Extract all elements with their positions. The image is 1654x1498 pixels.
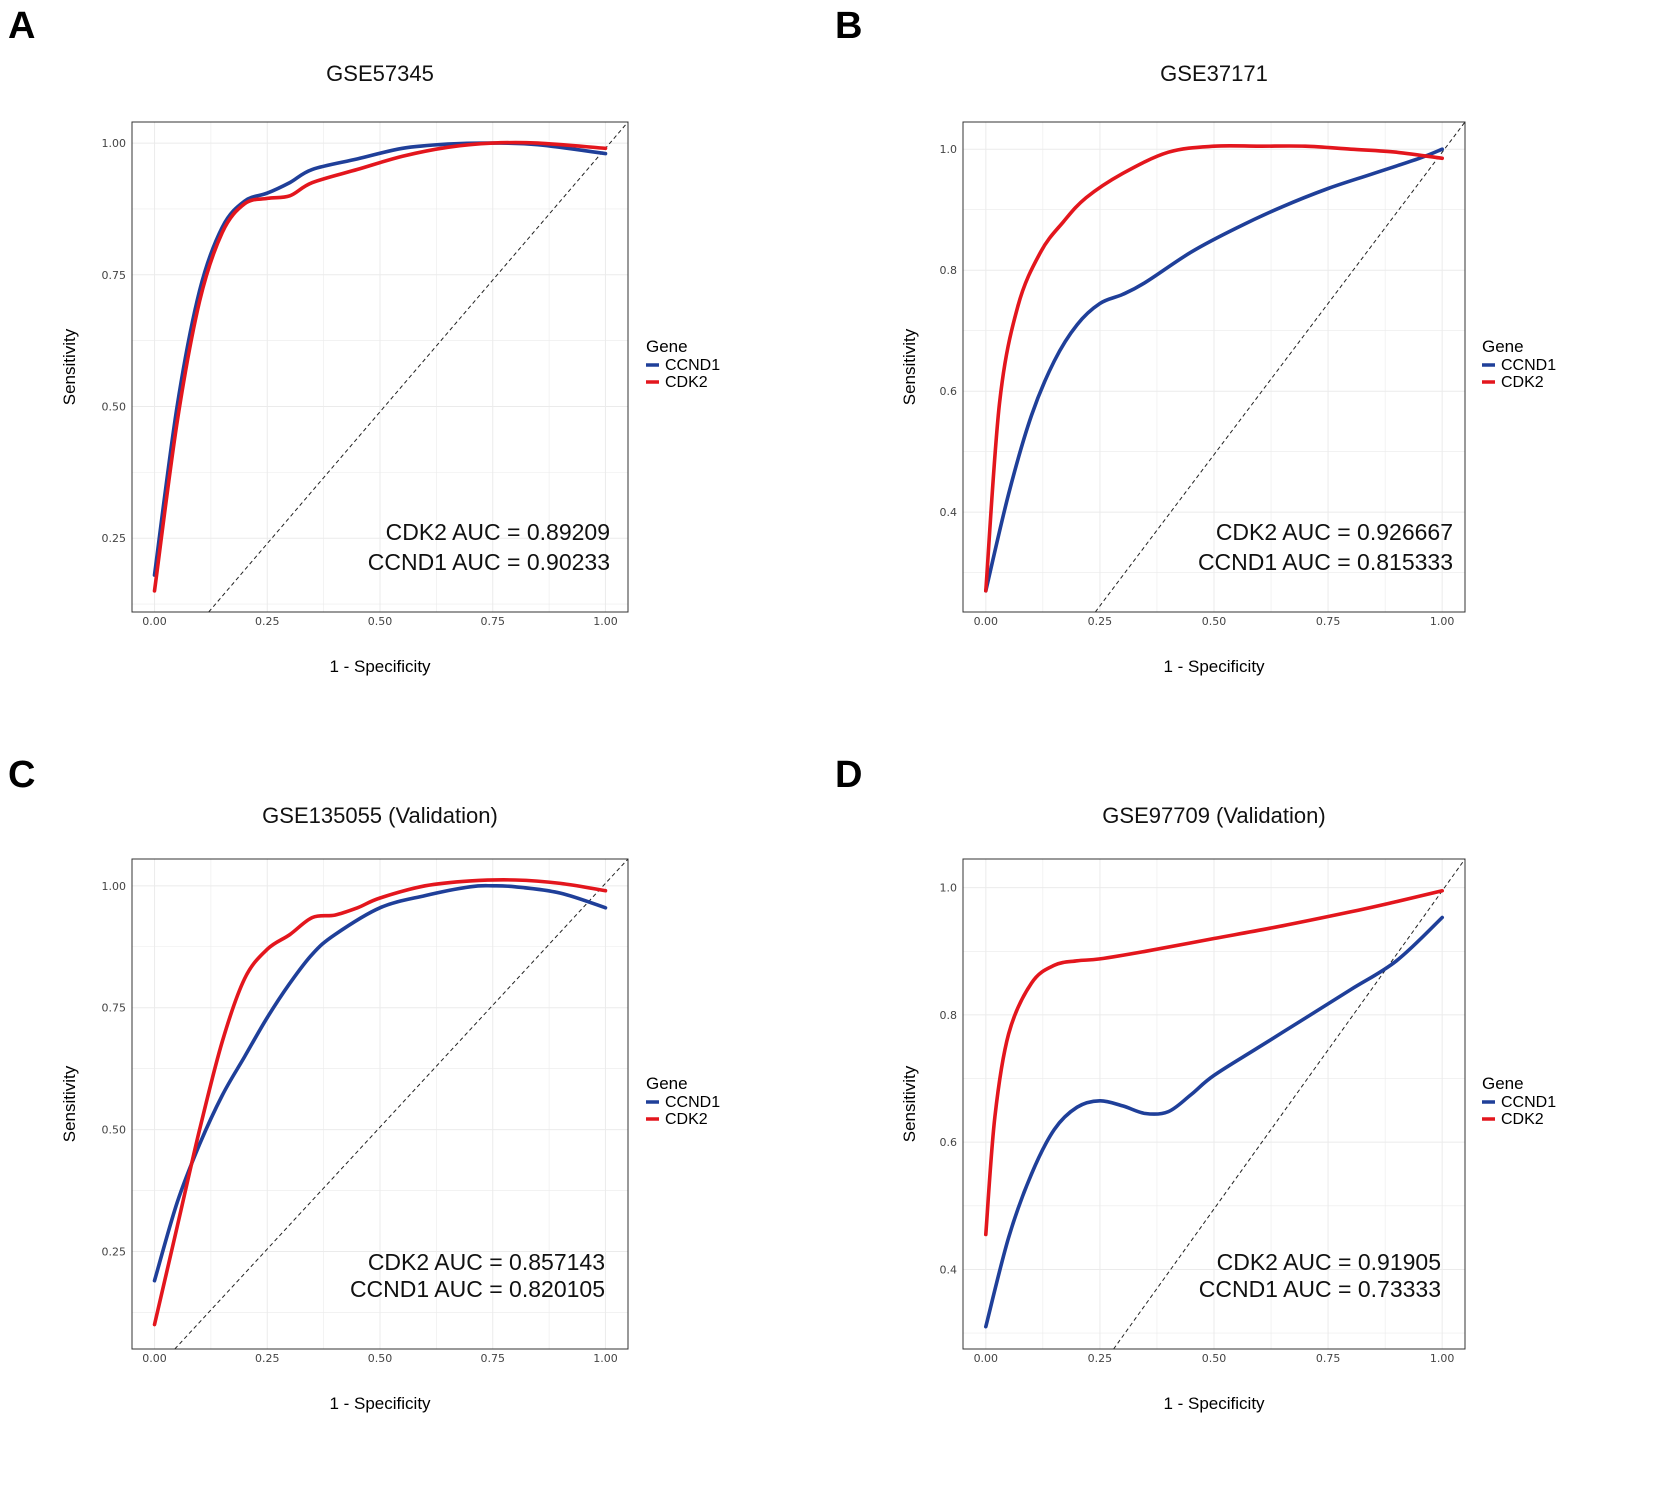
x-tick-label: 0.00 <box>142 1352 167 1365</box>
legend-title: Gene <box>1482 337 1524 356</box>
x-tick-label: 1.00 <box>593 615 618 628</box>
roc-chart-b: B GSE37171 0.00 0.25 0.50 0.75 1.00 0.4 0.6 0.8 1.… <box>835 5 1556 676</box>
auc-annotation-cdk2: CDK2 AUC = 0.89209 <box>386 519 610 545</box>
roc-chart-a: A GSE57345 0.00 0.25 0.50 0.75 1.00 0.25 0.50 0.7… <box>8 5 720 676</box>
y-tick-label: 0.8 <box>940 1009 958 1022</box>
y-tick-label: 1.00 <box>102 880 127 893</box>
x-tick-label: 0.75 <box>480 1352 505 1365</box>
y-tick-label: 0.6 <box>940 385 958 398</box>
chart-title: GSE57345 <box>326 61 434 86</box>
x-tick-label: 0.75 <box>1316 1352 1341 1365</box>
y-tick-label: 0.75 <box>102 269 127 282</box>
x-tick-label: 0.00 <box>974 1352 999 1365</box>
y-axis-label: Sensitivity <box>900 328 919 405</box>
y-axis-label: Sensitivity <box>60 1065 79 1142</box>
y-tick-label: 1.0 <box>940 143 958 156</box>
x-tick-label: 0.00 <box>974 615 999 628</box>
auc-annotation-cdk2: CDK2 AUC = 0.91905 <box>1217 1249 1441 1275</box>
x-tick-label: 0.00 <box>142 615 167 628</box>
auc-annotation-ccnd1: CCND1 AUC = 0.90233 <box>368 549 610 575</box>
chart-title: GSE135055 (Validation) <box>262 803 498 828</box>
legend-title: Gene <box>646 337 688 356</box>
y-tick-label: 1.0 <box>940 882 958 895</box>
diagonal-reference-line <box>1113 859 1465 1349</box>
roc-curve-cdk2 <box>984 889 1444 1237</box>
x-tick-label: 0.75 <box>1316 615 1341 628</box>
x-tick-label: 1.00 <box>1430 1352 1455 1365</box>
y-tick-label: 0.50 <box>102 1124 127 1137</box>
x-tick-label: 0.25 <box>1088 1352 1113 1365</box>
legend-label-ccnd1: CCND1 <box>665 1094 720 1111</box>
x-axis-label: 1 - Specificity <box>1163 1394 1265 1413</box>
y-tick-label: 0.25 <box>102 532 127 545</box>
roc-curve-ccnd1 <box>984 915 1444 1329</box>
panel-letter: D <box>835 754 862 796</box>
x-tick-label: 0.50 <box>1202 615 1227 628</box>
auc-annotation-ccnd1: CCND1 AUC = 0.73333 <box>1199 1276 1441 1302</box>
roc-chart-d: D GSE97709 (Validation) 0.00 0.25 0.50 0.75 1.… <box>835 754 1556 1413</box>
legend-label-ccnd1: CCND1 <box>1501 1094 1556 1111</box>
roc-curve-cdk2 <box>984 143 1444 593</box>
x-tick-label: 0.25 <box>255 615 280 628</box>
y-tick-label: 0.75 <box>102 1002 127 1015</box>
x-axis-label: 1 - Specificity <box>329 1394 431 1413</box>
plot-border <box>962 858 1466 1350</box>
panel-d: D GSE97709 (Validation) 0.00 0.25 0.50 0.75 1.… <box>827 749 1654 1498</box>
x-tick-label: 0.75 <box>480 615 505 628</box>
panel-letter: C <box>8 754 35 796</box>
auc-annotation-cdk2: CDK2 AUC = 0.857143 <box>368 1249 605 1275</box>
auc-annotation-ccnd1: CCND1 AUC = 0.820105 <box>350 1276 605 1302</box>
panel-a: A GSE57345 0.00 0.25 0.50 0.75 1.00 0.25 0.50 0.7… <box>0 0 827 749</box>
legend-label-cdk2: CDK2 <box>665 374 708 391</box>
diagonal-reference-line <box>208 122 628 612</box>
panel-letter: A <box>8 5 35 47</box>
y-tick-label: 0.4 <box>940 506 958 519</box>
roc-curve-ccnd1 <box>152 883 608 1283</box>
chart-title: GSE97709 (Validation) <box>1102 803 1325 828</box>
auc-annotation-cdk2: CDK2 AUC = 0.926667 <box>1216 519 1453 545</box>
x-tick-label: 0.50 <box>368 615 393 628</box>
legend-label-cdk2: CDK2 <box>1501 1111 1544 1128</box>
y-tick-label: 0.6 <box>940 1136 958 1149</box>
roc-curve-cdk2 <box>152 878 608 1327</box>
auc-annotation-ccnd1: CCND1 AUC = 0.815333 <box>1198 549 1453 575</box>
y-tick-label: 1.00 <box>102 137 127 150</box>
x-tick-label: 1.00 <box>1430 615 1455 628</box>
panel-b: B GSE37171 0.00 0.25 0.50 0.75 1.00 0.4 0.6 0.8 1.… <box>827 0 1654 749</box>
roc-curve-cdk2 <box>152 140 608 593</box>
y-tick-label: 0.8 <box>940 264 958 277</box>
x-tick-label: 0.25 <box>1088 615 1113 628</box>
legend-title: Gene <box>646 1074 688 1093</box>
x-tick-label: 0.50 <box>368 1352 393 1365</box>
plot-border <box>962 121 1466 613</box>
y-axis-label: Sensitivity <box>900 1065 919 1142</box>
y-axis-label: Sensitivity <box>60 328 79 405</box>
diagonal-reference-line <box>1094 122 1465 612</box>
legend-label-cdk2: CDK2 <box>665 1111 708 1128</box>
y-tick-label: 0.50 <box>102 401 127 414</box>
plot-border <box>131 858 629 1350</box>
diagonal-reference-line <box>174 859 628 1349</box>
legend-label-ccnd1: CCND1 <box>665 357 720 374</box>
legend-title: Gene <box>1482 1074 1524 1093</box>
plot-border <box>131 121 629 613</box>
panel-letter: B <box>835 5 862 47</box>
y-tick-label: 0.4 <box>940 1263 958 1276</box>
roc-chart-c: C GSE135055 (Validation) 0.00 0.25 0.50 0.75 1… <box>8 754 720 1413</box>
x-tick-label: 0.50 <box>1202 1352 1227 1365</box>
x-tick-label: 0.25 <box>255 1352 280 1365</box>
roc-curve-ccnd1 <box>984 147 1444 593</box>
y-tick-label: 0.25 <box>102 1245 127 1258</box>
legend-label-cdk2: CDK2 <box>1501 374 1544 391</box>
x-axis-label: 1 - Specificity <box>1163 657 1265 676</box>
panel-c: C GSE135055 (Validation) 0.00 0.25 0.50 0.75 1… <box>0 749 827 1498</box>
chart-title: GSE37171 <box>1160 61 1268 86</box>
x-axis-label: 1 - Specificity <box>329 657 431 676</box>
x-tick-label: 1.00 <box>593 1352 618 1365</box>
legend-label-ccnd1: CCND1 <box>1501 357 1556 374</box>
